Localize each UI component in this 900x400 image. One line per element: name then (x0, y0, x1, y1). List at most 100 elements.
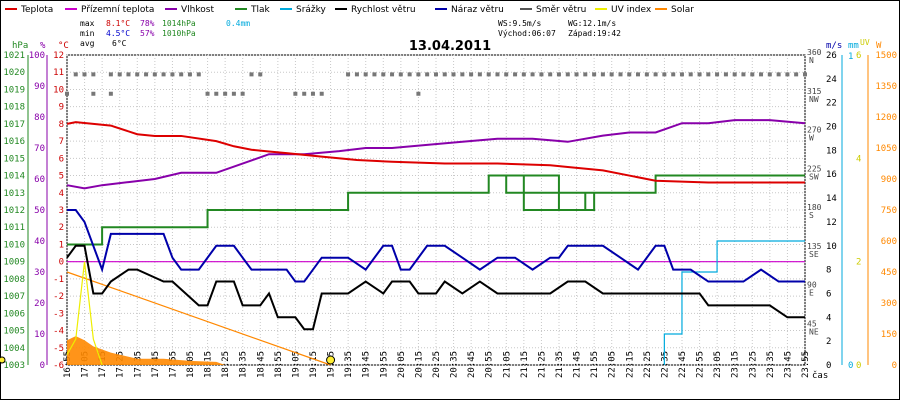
ms-tick-label: 0 (826, 361, 831, 371)
x-tick-label: 18:55 (274, 351, 284, 378)
dir-tick-label: 315 (807, 87, 822, 96)
temp-tick-label: 10 (53, 85, 64, 95)
x-tick-label: 20:45 (467, 351, 477, 378)
temp-tick-label: 6 (59, 154, 64, 164)
wind-direction-point (65, 91, 69, 96)
wind-direction-point (161, 72, 166, 77)
x-tick-label: 22:25 (643, 351, 653, 378)
hpa-tick-label: 1007 (3, 292, 25, 302)
wind-direction-point (381, 72, 386, 77)
hpa-tick-label: 1014 (3, 172, 25, 182)
stats-max-hum: 78% (140, 19, 155, 28)
mm-axis-label: mm (848, 41, 859, 51)
wind-direction-point (732, 72, 737, 77)
wind-direction-point (144, 72, 149, 77)
wind-direction-point (486, 72, 491, 77)
series-uv-index (66, 261, 103, 366)
wind-direction-point (803, 72, 807, 77)
x-tick-label: 19:25 (327, 351, 337, 378)
w-tick-label: 1050 (875, 144, 897, 154)
wind-direction-point (776, 72, 781, 77)
series-sr-ky (663, 240, 805, 365)
wind-direction-point (530, 72, 535, 77)
pct-tick-label: 40 (34, 237, 45, 247)
wind-direction-point (179, 72, 184, 77)
series-tlak (67, 174, 805, 246)
temp-tick-label: 3 (59, 206, 64, 216)
x-tick-label: 22:05 (608, 351, 618, 378)
x-tick-label: 19:45 (362, 351, 372, 378)
wind-direction-point (390, 72, 395, 77)
wind-direction-point (108, 91, 113, 96)
x-tick-label: 19:55 (379, 351, 389, 378)
stats-min-label: min (80, 29, 95, 38)
x-tick-label: 18:25 (221, 351, 231, 378)
legend-label: Náraz větru (451, 5, 504, 15)
solar-area (67, 336, 226, 365)
hpa-tick-label: 1011 (3, 223, 25, 233)
hpa-tick-label: 1012 (3, 206, 25, 216)
wind-direction-point (91, 91, 96, 96)
wind-direction-point (372, 72, 377, 77)
wind-direction-point (548, 72, 553, 77)
pct-tick-label: 20 (34, 299, 45, 309)
dir-tick-label: NE (809, 327, 819, 336)
pct-tick-label: 30 (34, 268, 45, 278)
wind-direction-point (293, 91, 298, 96)
hpa-tick-label: 1008 (3, 275, 25, 285)
wind-direction-point (565, 72, 570, 77)
wind-direction-point (521, 72, 526, 77)
w-tick-label: 0 (892, 361, 897, 371)
x-tick-label: 23:45 (783, 351, 793, 378)
hpa-tick-label: 1003 (3, 361, 25, 371)
hpa-tick-label: 1006 (3, 309, 25, 319)
legend: Teplota Přízemní teplota Vlhkost Tlak Srážky… (5, 5, 694, 15)
wind-direction-point (785, 72, 790, 77)
stats-max-press: 1014hPa (162, 19, 196, 28)
info-block: WS:9.5m/s WG:12.1m/s Východ:06:07 Západ:… (498, 19, 621, 38)
legend-label: UV index (611, 5, 652, 15)
ms-tick-label: 14 (826, 194, 837, 204)
plot-area (0, 72, 807, 366)
wind-direction-point (407, 72, 412, 77)
x-tick-label: 23:55 (801, 351, 811, 378)
dir-tick-label: 360 (807, 48, 822, 57)
dir-tick-label: S (809, 211, 814, 220)
ms-tick-label: 2 (826, 337, 831, 347)
wind-direction-point (346, 72, 351, 77)
dir-tick-label: E (809, 289, 814, 298)
stats-max-rain: 0.4mm (226, 19, 250, 28)
hpa-axis-label: hPa (12, 41, 28, 51)
wind-direction-point (73, 72, 78, 77)
x-tick-label: 21:25 (537, 351, 547, 378)
ms-tick-label: 6 (826, 289, 831, 299)
stats-max-temp: 8.1°C (106, 19, 130, 28)
wind-direction-point (416, 72, 421, 77)
wind-direction-point (767, 72, 772, 77)
wind-direction-point (223, 91, 228, 96)
temp-tick-label: 5 (59, 172, 64, 182)
wind-direction-point (477, 72, 482, 77)
hpa-tick-label: 1013 (3, 189, 25, 199)
wind-direction-point (583, 72, 588, 77)
stats-min-temp: 4.5°C (106, 29, 130, 38)
w-axis-label: W (876, 41, 882, 51)
pct-tick-label: 70 (34, 144, 45, 154)
wind-direction-point (170, 72, 175, 77)
legend-label: Srážky (296, 5, 327, 15)
wind-direction-point (231, 91, 236, 96)
x-axis-label: čas (812, 370, 828, 381)
wind-direction-point (135, 72, 140, 77)
pct-tick-label: 10 (34, 330, 45, 340)
temp-tick-label: 8 (59, 120, 64, 130)
wind-direction-point (671, 72, 676, 77)
wind-direction-point (556, 72, 561, 77)
pct-tick-label: 60 (34, 175, 45, 185)
temp-axis-label: °C (58, 41, 69, 51)
hpa-tick-label: 1019 (3, 85, 25, 95)
ms-tick-label: 18 (826, 146, 837, 156)
stats-max-label: max (80, 19, 95, 28)
uv-tick-label: 4 (856, 154, 861, 164)
